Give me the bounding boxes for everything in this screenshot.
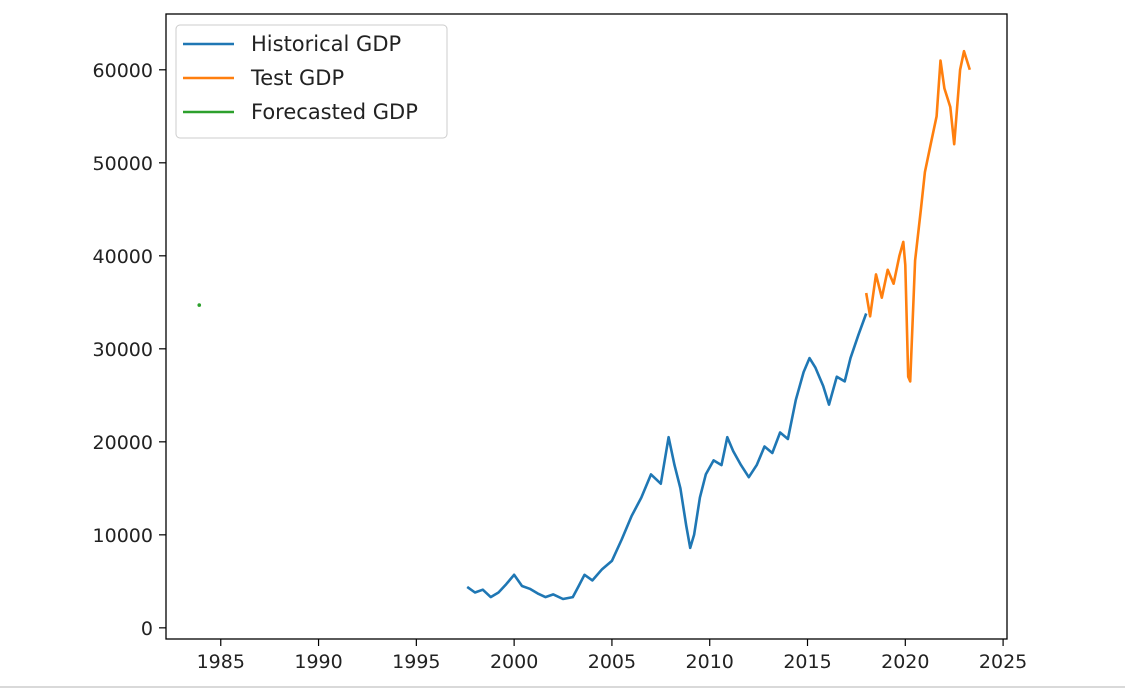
x-tick-label: 2005 [588, 651, 636, 673]
series-line-1 [864, 49, 972, 383]
x-axis: 1985 1990 1995 2000 2005 2010 2015 2020 2025 [197, 639, 1027, 673]
y-axis: 0 10000 20000 30000 40000 50000 60000 [93, 60, 166, 640]
y-tick-label: 20000 [93, 432, 153, 454]
y-tick-label: 50000 [93, 153, 153, 175]
x-tick-label: 1995 [392, 651, 440, 673]
y-tick-label: 60000 [93, 60, 153, 82]
series-line-0 [466, 313, 868, 601]
legend-box [175, 24, 448, 139]
x-tick-label: 2000 [490, 651, 538, 673]
x-tick-label: 2020 [881, 651, 929, 673]
y-tick-label: 10000 [93, 525, 153, 547]
series-point-2 [197, 303, 202, 307]
legend-label: Test GDP [250, 66, 344, 90]
y-tick-label: 0 [141, 618, 153, 640]
plot-frame [165, 13, 1008, 640]
bottom-border [0, 686, 1125, 688]
x-tick-label: 1985 [197, 651, 245, 673]
x-tick-label: 1990 [294, 651, 342, 673]
legend-label: Forecasted GDP [251, 100, 418, 124]
legend: Historical GDP Test GDP Forecasted GDP [175, 24, 448, 139]
y-tick-label: 40000 [93, 246, 153, 268]
x-tick-label: 2015 [783, 651, 831, 673]
x-tick-label: 2025 [979, 651, 1027, 673]
y-tick-label: 30000 [93, 339, 153, 361]
legend-label: Historical GDP [251, 32, 401, 56]
x-tick-label: 2010 [686, 651, 734, 673]
series-layer [197, 49, 972, 601]
